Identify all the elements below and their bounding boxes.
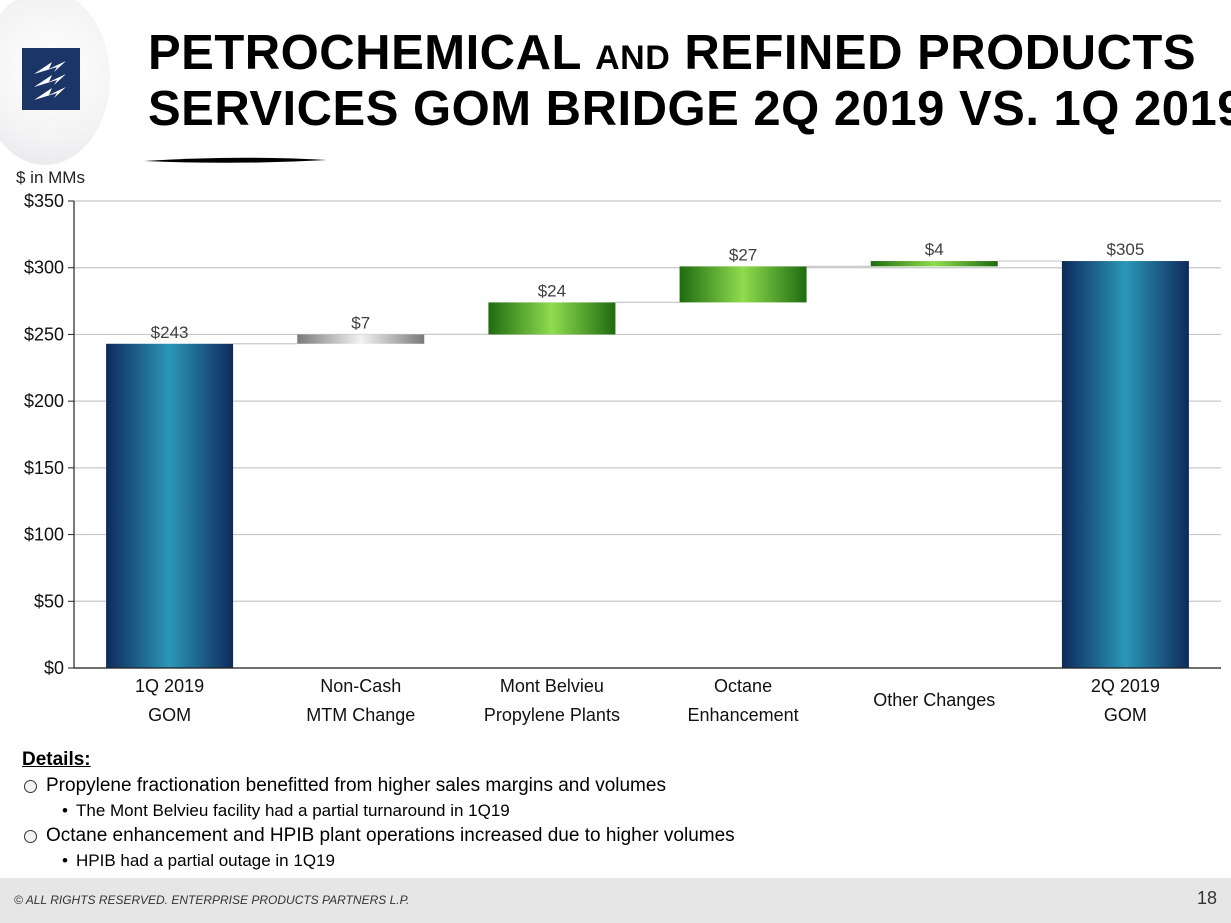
detail-text: Octane enhancement and HPIB plant operat… [46,825,735,846]
bar-1 [297,334,425,344]
title-underline-swoosh [144,157,327,163]
bar-4 [870,261,998,267]
bar-3 [679,266,807,303]
category-label: 1Q 2019 [135,676,204,696]
waterfall-chart: $243 $7 $24 $27 $4 $305 $0 $50 $100 $150 $200 $250… [24,191,1221,725]
footer-bar: © ALL RIGHTS RESERVED. ENTERPRISE PRODUC… [0,878,1231,923]
category-label: 2Q 2019 [1091,676,1160,696]
data-label: $243 [151,323,189,342]
details-list: Propylene fractionation benefitted from … [22,773,1212,873]
copyright-text: © ALL RIGHTS RESERVED. ENTERPRISE PRODUC… [14,893,410,907]
data-label: $305 [1107,240,1145,259]
category-label: Propylene Plants [484,705,620,725]
detail-item: Octane enhancement and HPIB plant operat… [22,823,1212,849]
data-label: $7 [351,313,370,332]
y-tick-label: $200 [24,391,64,411]
category-label: GOM [148,705,191,725]
bar-2 [488,302,616,335]
detail-subtext: HPIB had a partial outage in 1Q19 [76,851,335,870]
y-tick-label: $300 [24,258,64,278]
category-label: Other Changes [873,690,995,710]
bullet-dot-icon: • [62,851,68,870]
axis-layer: $0 $50 $100 $150 $200 $250 $300 $350 1Q 2019 GOM N… [24,191,1221,725]
title-line-1: PETROCHEMICAL AND REFINED PRODUCTS [148,28,1223,84]
bar-5 [1061,261,1189,668]
y-tick-label: $350 [24,191,64,211]
detail-subtext: The Mont Belvieu facility had a partial … [76,801,510,820]
title-line-2: SERVICES GOM BRIDGE 2Q 2019 VS. 1Q 2019 [148,82,1231,136]
data-label: $27 [729,245,757,264]
bar-layer [106,260,1189,668]
circle-bullet-icon [24,780,37,793]
category-label: Octane [714,676,772,696]
detail-subitem: • The Mont Belvieu facility had a partial… [22,799,1212,823]
category-label: Mont Belvieu [500,676,604,696]
detail-text: Propylene fractionation benefitted from … [46,775,666,796]
detail-item: Propylene fractionation benefitted from … [22,773,1212,799]
bar-0 [106,343,234,668]
category-label: MTM Change [306,705,415,725]
circle-bullet-icon [24,830,37,843]
category-label: Non-Cash [320,676,401,696]
details-heading: Details: [22,749,91,770]
y-tick-label: $50 [34,591,64,611]
y-tick-label: $100 [24,525,64,545]
enterprise-logo-icon [22,48,80,110]
title-part-a: PETROCHEMICAL [148,26,596,80]
y-tick-label: $250 [24,324,64,344]
category-label: GOM [1104,705,1147,725]
title-part-and: AND [595,39,671,77]
y-tick-label: $150 [24,458,64,478]
units-label: $ in MMs [16,168,85,187]
grid-layer [74,200,1221,669]
page-title: PETROCHEMICAL AND REFINED PRODUCTS SERVI… [148,28,1231,136]
label-layer: $243 $7 $24 $27 $4 $305 [151,240,1145,342]
detail-subitem: • HPIB had a partial outage in 1Q19 [22,849,1212,873]
data-label: $24 [538,281,566,300]
data-label: $4 [925,240,944,259]
category-label: Enhancement [688,705,799,725]
page-number: 18 [1196,888,1217,908]
y-tick-label: $0 [44,658,64,678]
title-part-c: REFINED PRODUCTS [670,26,1197,80]
bullet-dot-icon: • [62,801,68,820]
